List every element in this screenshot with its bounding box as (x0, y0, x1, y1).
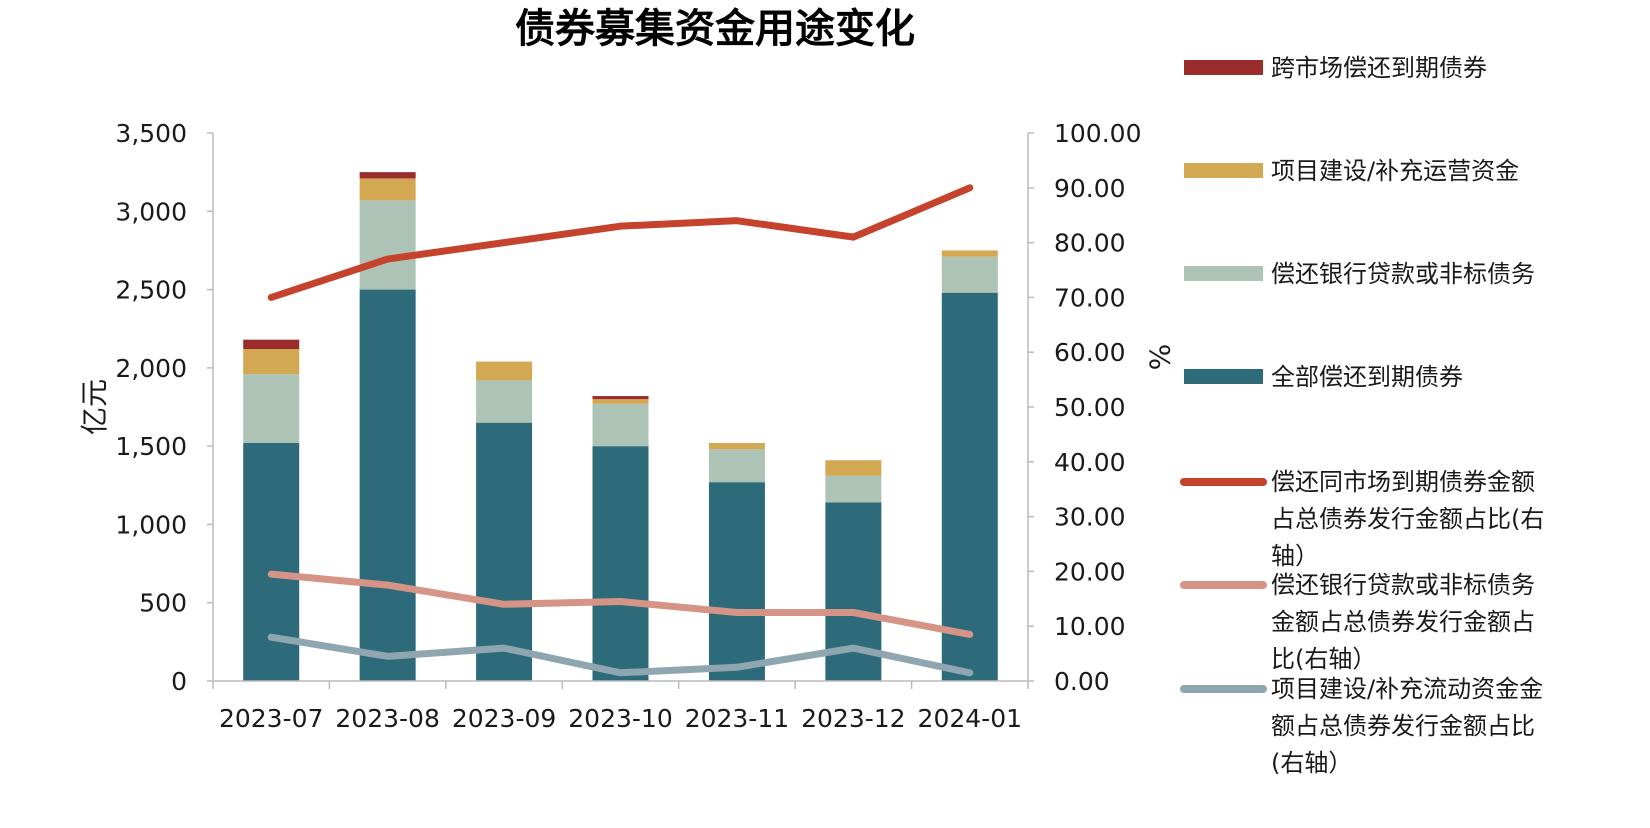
x-tick-label-4: 2023-11 (685, 704, 789, 733)
right-tick-label-1: 10.00 (1054, 612, 1126, 641)
bar-1-0 (243, 374, 300, 444)
right-tick-label-3: 30.00 (1054, 503, 1126, 532)
right-tick-label-9: 90.00 (1054, 174, 1126, 203)
right-tick-label-8: 80.00 (1054, 229, 1126, 258)
right-tick-label-6: 60.00 (1054, 338, 1126, 367)
legend-label-2: 偿还银行贷款或非标债务 (1271, 260, 1535, 288)
bar-0-0 (243, 443, 300, 681)
line-series-1 (267, 570, 974, 638)
x-tick-label-5: 2023-12 (801, 704, 905, 733)
bar-1-2 (476, 380, 533, 423)
right-tick-label-7: 70.00 (1054, 283, 1126, 312)
left-tick-label-7: 3,500 (115, 119, 187, 148)
bar-1-6 (941, 256, 998, 293)
legend-swatch-0 (1184, 60, 1263, 75)
bar-1-3 (592, 403, 649, 447)
legend-label-5: 偿还银行贷款或非标债务金额占总债券发行金额占比(右轴） (1271, 571, 1535, 673)
legend-swatch-1 (1184, 163, 1263, 178)
bar-0-2 (476, 422, 533, 681)
footer-text-cut (0, 798, 1650, 828)
legend-label-3: 全部偿还到期债券 (1271, 363, 1463, 391)
bar-0-3 (592, 446, 649, 681)
left-tick-label-5: 2,500 (115, 276, 187, 305)
x-tick-label-0: 2023-07 (219, 704, 323, 733)
left-tick-label-4: 2,000 (115, 354, 187, 383)
bar-2-3 (592, 399, 649, 404)
bar-3-0 (243, 339, 300, 350)
lines (267, 184, 974, 677)
right-tick-label-2: 20.00 (1054, 557, 1126, 586)
right-tick-label-10: 100.00 (1054, 119, 1141, 148)
legend-label-1: 项目建设/补充运营资金 (1271, 157, 1519, 185)
bar-1-4 (708, 449, 765, 483)
left-tick-label-2: 1,000 (115, 510, 187, 539)
bar-3-1 (359, 172, 416, 179)
chart-title: 债券募集资金用途变化 (515, 6, 915, 52)
left-tick-label-0: 0 (171, 667, 187, 696)
x-tick-label-3: 2023-10 (568, 704, 672, 733)
bar-1-5 (825, 475, 882, 503)
bar-0-6 (941, 292, 998, 681)
right-tick-label-0: 0.00 (1054, 667, 1110, 696)
right-axis-label: % (1143, 344, 1176, 371)
axes: 0 500 1,000 1,500 2,000 2,500 3,000 3,500 0.00 10… (78, 119, 1176, 733)
bar-2-6 (941, 250, 998, 257)
bar-2-0 (243, 349, 300, 375)
bar-1-1 (359, 200, 416, 290)
line-series-2 (267, 633, 974, 677)
x-tick-label-6: 2024-01 (918, 704, 1022, 733)
x-tick-label-1: 2023-08 (335, 704, 439, 733)
bar-3-3 (592, 396, 649, 400)
line-series-0 (267, 184, 974, 301)
left-axis-label: 亿元 (78, 379, 111, 435)
left-tick-label-6: 3,000 (115, 197, 187, 226)
legend: 跨市场偿还到期债券项目建设/补充运营资金偿还银行贷款或非标债务全部偿还到期债券偿… (1180, 54, 1544, 777)
legend-swatch-2 (1184, 266, 1263, 281)
x-tick-label-2: 2023-09 (452, 704, 556, 733)
left-tick-label-3: 1,500 (115, 432, 187, 461)
bar-2-2 (476, 361, 533, 381)
legend-label-0: 跨市场偿还到期债券 (1271, 54, 1487, 82)
bar-2-4 (708, 443, 765, 450)
left-tick-label-1: 500 (139, 589, 187, 618)
right-tick-label-4: 40.00 (1054, 448, 1126, 477)
bar-0-4 (708, 482, 765, 681)
bar-2-5 (825, 460, 882, 476)
legend-label-6: 项目建设/补充流动资金金额占总债券发行金额占比(右轴） (1271, 675, 1543, 777)
legend-swatch-3 (1184, 369, 1263, 384)
bar-0-1 (359, 289, 416, 681)
legend-label-4: 偿还同市场到期债券金额占总债券发行金额占比(右轴） (1271, 468, 1544, 570)
bar-2-1 (359, 178, 416, 201)
right-tick-label-5: 50.00 (1054, 393, 1126, 422)
